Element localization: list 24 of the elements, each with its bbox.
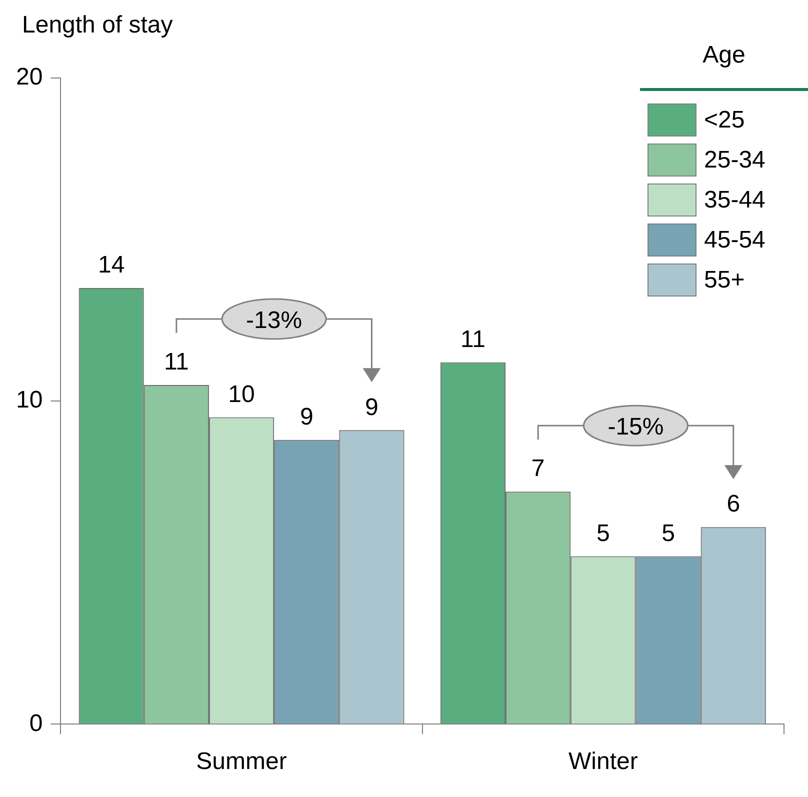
y-tick-label: 20 (16, 64, 43, 91)
data-label: 11 (164, 348, 189, 376)
legend-label: 35-44 (704, 186, 766, 214)
legend-label: 25-34 (704, 146, 766, 174)
data-label: 6 (726, 490, 740, 518)
annotation: -13% (246, 306, 302, 334)
data-label: 7 (531, 455, 545, 482)
data-label: 10 (228, 380, 255, 408)
annotation: -15% (608, 414, 664, 441)
x-tick-label: Winter (568, 748, 638, 776)
data-label: 9 (300, 403, 314, 430)
data-label: 14 (98, 252, 125, 279)
y-axis-title: Length of stay (22, 12, 173, 39)
x-tick-label: Summer (196, 748, 287, 776)
y-tick-label: 0 (29, 710, 43, 737)
legend-title: Age (702, 42, 746, 69)
data-label: 5 (662, 520, 675, 547)
y-tick-label: 10 (16, 386, 43, 414)
data-label: 11 (460, 326, 486, 353)
legend-label: 55+ (704, 266, 745, 294)
legend-label: <25 (704, 106, 745, 134)
data-label: 5 (596, 520, 610, 547)
legend-label: 45-54 (704, 226, 766, 254)
data-label: 9 (365, 394, 378, 421)
